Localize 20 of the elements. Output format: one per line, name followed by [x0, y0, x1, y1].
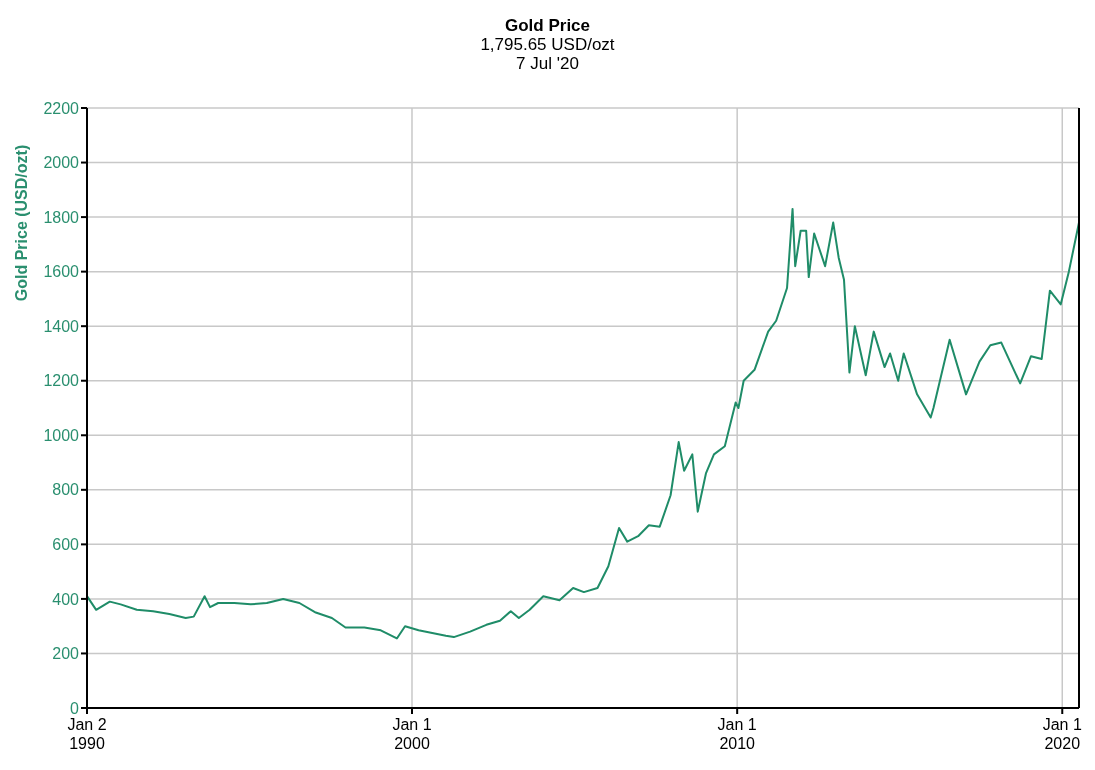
y-tick-label: 2000	[43, 154, 80, 172]
y-tick-label: 1200	[43, 372, 80, 390]
chart-subtitle: 1,795.65 USD/ozt 7 Jul '20	[479, 35, 616, 73]
y-tick-label: 200	[52, 645, 80, 663]
x-tick-label: Jan 1 2010	[717, 716, 757, 752]
x-tick-label: Jan 2 1990	[67, 716, 107, 752]
y-tick-label: 800	[52, 481, 80, 499]
y-tick-label: 1000	[43, 426, 80, 444]
x-tick-label: Jan 1 2020	[1042, 716, 1082, 752]
chart-title: Gold Price	[504, 16, 591, 35]
y-tick-label: 400	[52, 590, 80, 608]
y-tick-label: 1400	[43, 317, 80, 335]
y-tick-label: 1600	[43, 263, 80, 281]
y-tick-label: 2200	[43, 99, 80, 117]
x-tick-label: Jan 1 2000	[392, 716, 432, 752]
line-series	[87, 207, 1079, 640]
y-tick-label: 1800	[43, 208, 80, 226]
y-axis-title: Gold Price (USD/ozt)	[13, 144, 31, 302]
y-tick-label: 600	[52, 536, 80, 554]
y-tick-label: 0	[70, 699, 80, 717]
